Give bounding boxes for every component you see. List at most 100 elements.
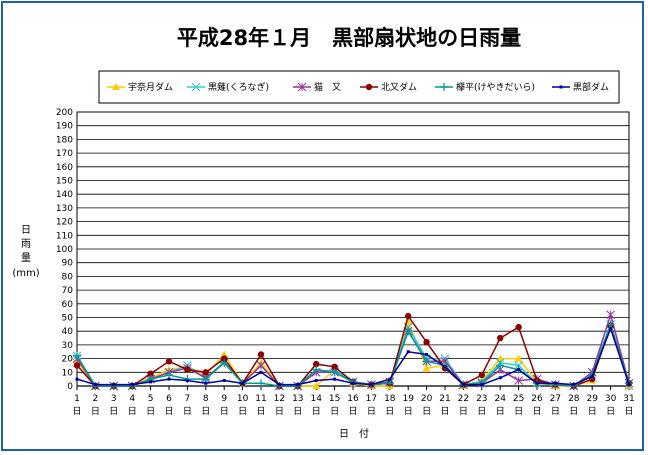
data-point	[256, 361, 266, 370]
x-tick-label: 21	[439, 394, 450, 404]
series-5	[73, 320, 633, 390]
y-tick-label: 170	[56, 149, 73, 159]
y-tick-label: 80	[62, 272, 74, 282]
x-tick-day-suffix: 日	[569, 406, 578, 417]
x-tick-day-suffix: 日	[256, 406, 265, 417]
x-tick-label: 22	[458, 394, 469, 404]
y-tick-label: 30	[62, 341, 74, 351]
x-tick-day-suffix: 日	[367, 406, 376, 417]
legend-label: 宇奈月ダム	[128, 81, 173, 93]
legend-item: 北又ダム	[360, 81, 417, 93]
data-point-stroke	[330, 368, 339, 377]
y-tick-label: 90	[62, 259, 74, 269]
legend-item: 黒部ダム	[552, 81, 609, 93]
x-tick-label: 19	[402, 394, 414, 404]
x-axis-label: 日 付	[339, 427, 369, 440]
data-point	[422, 357, 431, 366]
data-point	[404, 327, 413, 336]
x-tick-day-suffix: 日	[312, 406, 321, 417]
data-point	[331, 363, 338, 371]
x-tick-label: 26	[531, 394, 543, 404]
x-tick-day-suffix: 日	[220, 406, 229, 417]
x-tick-label: 14	[310, 394, 322, 404]
data-point	[559, 85, 563, 89]
data-point	[498, 376, 502, 380]
x-tick-day-suffix: 日	[238, 406, 247, 417]
y-axis-unit: (mm)	[12, 268, 39, 279]
data-point	[514, 376, 523, 385]
legend-item: 黒薙(くろなぎ)	[187, 81, 269, 93]
data-point	[147, 370, 154, 377]
chart-title: 平成28年１月 黒部扇状地の日雨量	[177, 26, 521, 50]
data-point	[296, 383, 300, 387]
y-axis-label-char: 量	[21, 252, 31, 264]
x-tick-day-suffix: 日	[183, 406, 192, 417]
y-tick-label: 160	[56, 163, 73, 173]
data-point	[443, 365, 447, 369]
data-point	[351, 381, 355, 385]
x-tick-label: 5	[148, 394, 154, 404]
data-point	[572, 383, 576, 387]
series-group	[72, 310, 634, 391]
data-point	[167, 377, 171, 381]
x-tick-labels: 1日2日3日4日5日6日7日8日9日10日11日12日13日14日15日16日1…	[72, 386, 635, 417]
y-tick-label: 20	[62, 355, 74, 365]
y-axis-label-char: 雨	[21, 239, 31, 250]
data-point	[496, 354, 505, 362]
data-point	[312, 382, 321, 389]
x-tick-day-suffix: 日	[164, 406, 173, 417]
data-point	[553, 381, 557, 385]
data-point	[257, 379, 265, 388]
legend-label: 欅平(けやきだいら)	[456, 82, 535, 93]
y-tick-label: 190	[56, 122, 73, 132]
data-point-stroke	[312, 365, 321, 374]
x-tick-day-suffix: 日	[385, 406, 394, 417]
data-point	[73, 351, 81, 360]
data-point	[440, 83, 448, 91]
data-point	[222, 379, 226, 383]
data-point	[112, 83, 120, 90]
data-point	[257, 351, 265, 358]
data-point	[478, 371, 485, 379]
y-tick-label: 0	[67, 382, 73, 392]
data-point	[422, 364, 431, 372]
x-tick-label: 15	[329, 394, 340, 404]
data-point	[93, 383, 97, 387]
data-point	[313, 360, 320, 368]
x-tick-day-suffix: 日	[514, 406, 523, 417]
x-tick-day-suffix: 日	[293, 406, 302, 417]
grid	[76, 111, 630, 387]
data-point	[590, 374, 594, 378]
data-point	[423, 338, 430, 346]
y-tick-label: 100	[56, 245, 73, 255]
x-tick-label: 4	[129, 394, 135, 404]
data-point	[220, 358, 229, 367]
x-tick-label: 31	[623, 394, 634, 404]
x-tick-day-suffix: 日	[496, 406, 505, 417]
x-tick-day-suffix: 日	[404, 406, 413, 417]
x-tick-day-suffix: 日	[422, 406, 431, 417]
x-tick-label: 13	[292, 394, 303, 404]
x-tick-label: 18	[384, 394, 396, 404]
x-tick-label: 24	[494, 394, 506, 404]
y-axis-label-char: 日	[21, 225, 31, 236]
data-point	[369, 383, 373, 387]
legend-label: 北又ダム	[381, 81, 417, 93]
data-point-stroke	[514, 376, 523, 385]
series-6	[75, 326, 631, 387]
data-point	[259, 370, 263, 374]
y-tick-label: 10	[62, 368, 74, 378]
x-tick-day-suffix: 日	[606, 406, 615, 417]
data-point-stroke	[514, 361, 524, 370]
data-point-stroke	[257, 379, 265, 388]
y-tick-label: 70	[62, 286, 74, 296]
x-tick-label: 7	[185, 394, 191, 404]
x-tick-day-suffix: 日	[109, 406, 118, 417]
data-point	[535, 381, 539, 385]
chart: 平成28年１月 黒部扇状地の日雨量 宇奈月ダム 黒薙(くろなぎ) 猫 又 北又ダム 欅平…	[12, 26, 635, 440]
x-tick-day-suffix: 日	[91, 406, 100, 417]
data-point	[609, 326, 613, 330]
x-tick-label: 2	[93, 394, 99, 404]
data-point-stroke	[191, 82, 201, 92]
data-point-stroke	[440, 83, 448, 91]
